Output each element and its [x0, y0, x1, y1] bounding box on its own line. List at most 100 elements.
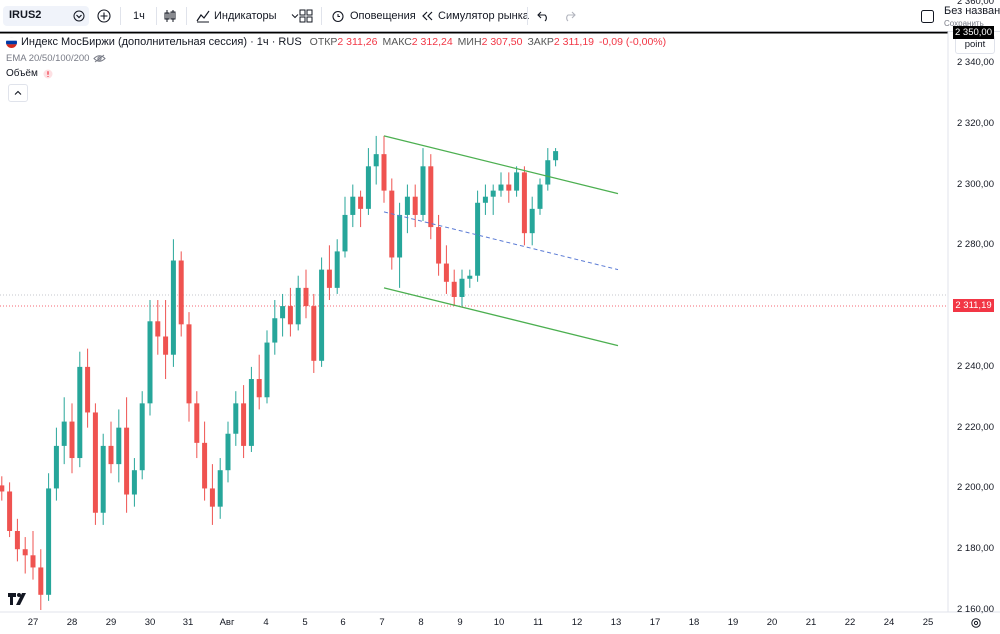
horizontal-levels [0, 31, 948, 34]
redo-icon[interactable] [563, 10, 576, 22]
chevron-up-icon [14, 90, 22, 95]
level-price-badge: 2 350,00 [953, 26, 994, 40]
volume-indicator-label[interactable]: Объём [6, 68, 38, 79]
layout-name[interactable]: Без названи [944, 5, 1000, 17]
price-tick-label: 2 320,00 [957, 117, 994, 129]
time-tick-label: 7 [379, 617, 385, 628]
candle [467, 269, 473, 288]
candle [147, 300, 153, 416]
time-tick-label: 9 [457, 617, 463, 628]
time-tick-label: 12 [571, 617, 583, 628]
time-tick-label: 31 [182, 617, 194, 628]
candle [498, 172, 504, 197]
price-tick-label: 2 300,00 [957, 178, 994, 190]
time-tick-label: 19 [727, 617, 739, 628]
candle [459, 269, 465, 307]
close-value: 2 311,19 [553, 36, 594, 48]
warning-icon[interactable] [43, 69, 53, 79]
candle [131, 458, 137, 507]
flag-ru-icon [6, 36, 17, 48]
symbol-label: IRUS2 [9, 9, 42, 21]
time-tick-label: 27 [27, 617, 39, 628]
candle [342, 196, 348, 258]
candle [475, 190, 481, 282]
candle [365, 148, 371, 215]
price-tick-label: 2 160,00 [957, 604, 994, 615]
candle [482, 184, 488, 215]
tradingview-logo[interactable] [8, 592, 30, 609]
alarm-clock-icon [332, 10, 344, 23]
replay-label: Симулятор рынка [438, 10, 529, 22]
candle [381, 135, 387, 203]
layout-save-status[interactable]: Сохранить [944, 19, 984, 28]
candle [46, 473, 52, 601]
alerts-label: Оповещения [350, 10, 416, 22]
gear-icon[interactable] [970, 617, 982, 629]
candle [529, 196, 535, 246]
layout-grid-icon[interactable] [299, 9, 313, 23]
candle [38, 549, 44, 610]
legend-collapse-button[interactable] [8, 84, 28, 102]
candle [178, 251, 184, 337]
candle [217, 458, 223, 519]
candle [124, 397, 130, 513]
undo-icon[interactable] [537, 10, 550, 22]
candle [53, 427, 59, 501]
candles-type-icon[interactable] [163, 9, 177, 23]
candle [443, 245, 449, 294]
symbol-search[interactable]: IRUS2 [3, 6, 89, 26]
time-tick-label: 17 [649, 617, 661, 628]
time-tick-label: 30 [144, 617, 156, 628]
indicators-button[interactable]: Индикаторы [196, 0, 299, 32]
candle [319, 257, 325, 367]
candle [358, 190, 364, 228]
candle [537, 178, 543, 215]
series-title[interactable]: Индекс МосБиржи (дополнительная сессия) … [21, 36, 302, 48]
candle [303, 269, 309, 319]
time-tick-label: 11 [533, 617, 543, 628]
candle [170, 239, 176, 367]
tradingview-logo-icon [8, 593, 26, 605]
candle [256, 354, 262, 410]
indicators-label: Индикаторы [214, 10, 277, 22]
alerts-button[interactable]: Оповещения [331, 0, 416, 32]
candle [490, 184, 496, 215]
candle [155, 300, 161, 355]
time-tick-label: 10 [493, 617, 505, 628]
time-tick-label: 29 [105, 617, 117, 628]
replay-button[interactable]: Симулятор рынка [421, 0, 529, 32]
candles [0, 135, 559, 610]
candle [514, 166, 520, 197]
eye-off-icon[interactable] [93, 54, 107, 63]
chevron-down-icon[interactable] [73, 10, 85, 22]
layout-checkbox-icon[interactable] [921, 10, 934, 23]
candle [436, 214, 442, 276]
price-tick-label: 2 220,00 [957, 421, 994, 433]
open-label: ОТКР [309, 36, 338, 48]
candle [85, 348, 91, 428]
time-tick-label: 21 [805, 617, 817, 628]
time-tick-label: 22 [844, 617, 856, 628]
time-tick-label: 18 [688, 617, 700, 628]
candle [241, 385, 247, 459]
high-label: МАКС [382, 36, 412, 48]
open-value: 2 311,26 [337, 36, 378, 48]
candle [209, 464, 215, 525]
compare-add-icon[interactable] [97, 9, 111, 23]
low-value: 2 307,50 [481, 36, 523, 48]
price-tick-label: 2 240,00 [957, 360, 994, 372]
candle [311, 293, 317, 373]
candle [22, 537, 28, 574]
candle [194, 391, 200, 459]
low-label: МИН [457, 36, 482, 48]
candle [69, 403, 75, 474]
candle [404, 184, 410, 234]
interval-button[interactable]: 1ч [133, 10, 145, 22]
time-tick-label: 13 [610, 617, 622, 628]
chart-legend: Индекс МосБиржи (дополнительная сессия) … [6, 36, 666, 79]
candle [451, 269, 457, 307]
change-value: -0,09 (-0,00%) [599, 36, 667, 48]
price-tick-label: 2 280,00 [957, 239, 994, 251]
ema-indicator-label[interactable]: EMA 20/50/100/200 [6, 53, 90, 64]
